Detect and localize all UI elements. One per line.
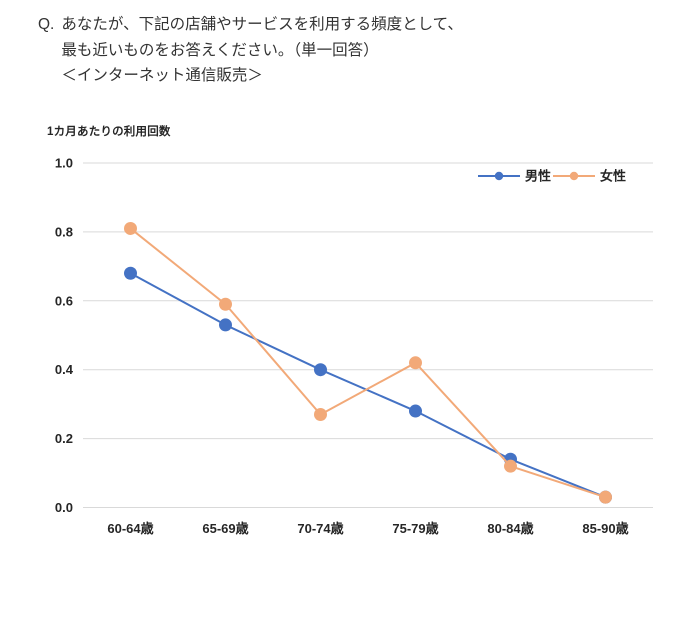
data-point-marker bbox=[219, 297, 232, 311]
legend-dot-marker bbox=[569, 171, 579, 181]
x-tick-label: 65-69歳 bbox=[202, 521, 248, 536]
question-text: あなたが、下記の店舗やサービスを利用する頻度として、 最も近いものをお答えくださ… bbox=[61, 12, 462, 89]
data-point-marker bbox=[599, 490, 612, 504]
x-tick-label: 75-79歳 bbox=[392, 521, 438, 536]
y-tick-label: 0.6 bbox=[55, 293, 73, 308]
question-prefix: Q. bbox=[38, 16, 55, 33]
data-point-marker bbox=[219, 318, 232, 332]
y-tick-label: 0.2 bbox=[55, 431, 73, 446]
x-tick-label: 70-74歳 bbox=[297, 521, 343, 536]
data-point-marker bbox=[409, 356, 422, 370]
data-point-marker bbox=[124, 266, 137, 280]
legend-label: 男性 bbox=[525, 169, 551, 184]
question-line-1: あなたが、下記の店舗やサービスを利用する頻度として、 bbox=[61, 16, 463, 33]
survey-question: Q. あなたが、下記の店舗やサービスを利用する頻度として、 最も近いものをお答え… bbox=[38, 12, 463, 89]
data-point-marker bbox=[409, 404, 422, 418]
y-tick-label: 0.4 bbox=[55, 362, 74, 377]
series-line-0 bbox=[130, 272, 606, 499]
y-tick-label: 1.0 bbox=[55, 156, 73, 171]
data-point-marker bbox=[314, 407, 327, 421]
data-point-marker bbox=[124, 221, 137, 235]
legend-dot-marker bbox=[494, 171, 504, 181]
y-tick-label: 0.0 bbox=[55, 500, 73, 515]
legend-label: 女性 bbox=[600, 169, 626, 184]
question-line-3: ＜インターネット通信販売＞ bbox=[61, 67, 263, 84]
chart-title: 1カ月あたりの利用回数 bbox=[47, 126, 171, 138]
y-tick-label: 0.8 bbox=[55, 224, 73, 239]
series-line-1 bbox=[129, 227, 606, 499]
data-point-marker bbox=[504, 459, 517, 473]
x-tick-label: 85-90歳 bbox=[582, 521, 628, 536]
question-line-2: 最も近いものをお答えください。（単一回答） bbox=[61, 41, 379, 59]
x-tick-label: 60-64歳 bbox=[107, 521, 153, 536]
data-point-marker bbox=[314, 363, 327, 377]
x-tick-label: 80-84歳 bbox=[487, 521, 533, 536]
